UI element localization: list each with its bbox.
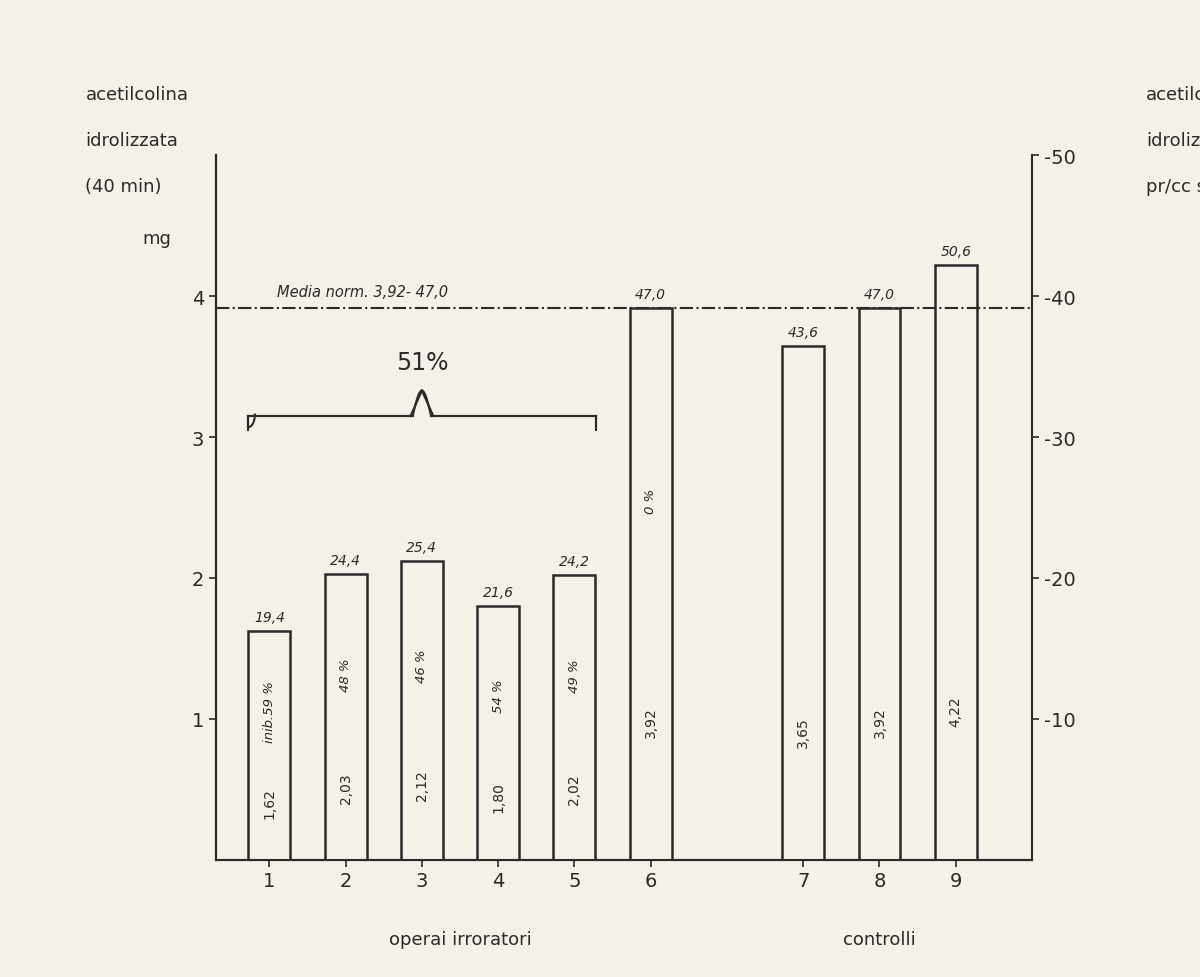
Text: 0 %: 0 % bbox=[644, 488, 658, 514]
Text: 47,0: 47,0 bbox=[635, 287, 666, 301]
Text: mg: mg bbox=[143, 231, 172, 248]
Text: 24,4: 24,4 bbox=[330, 553, 361, 567]
Text: 1,62: 1,62 bbox=[263, 787, 276, 818]
Text: 47,0: 47,0 bbox=[864, 287, 895, 301]
Text: 21,6: 21,6 bbox=[482, 585, 514, 600]
Text: acetilcolina: acetilcolina bbox=[1146, 86, 1200, 104]
Text: 2,12: 2,12 bbox=[415, 770, 428, 800]
Text: Media norm. 3,92- 47,0: Media norm. 3,92- 47,0 bbox=[277, 285, 448, 300]
Text: 24,2: 24,2 bbox=[559, 555, 590, 569]
Text: idrolizzata: idrolizzata bbox=[85, 132, 179, 149]
Bar bbox=[478, 607, 520, 860]
Text: 3,65: 3,65 bbox=[797, 716, 810, 746]
Text: 19,4: 19,4 bbox=[254, 611, 284, 625]
Bar bbox=[630, 309, 672, 860]
Bar bbox=[858, 309, 900, 860]
Bar bbox=[325, 574, 367, 860]
Text: 3,92: 3,92 bbox=[643, 706, 658, 738]
Text: pr/cc siero: pr/cc siero bbox=[1146, 178, 1200, 195]
Text: operai irroratori: operai irroratori bbox=[389, 930, 532, 948]
Text: 43,6: 43,6 bbox=[787, 325, 818, 339]
Text: inib.59 %: inib.59 % bbox=[263, 681, 276, 743]
Text: (40 min): (40 min) bbox=[85, 178, 162, 195]
Bar bbox=[553, 575, 595, 860]
Text: 49 %: 49 % bbox=[568, 658, 581, 692]
Text: 1,80: 1,80 bbox=[491, 781, 505, 812]
Text: 4,22: 4,22 bbox=[949, 696, 962, 727]
Text: 46 %: 46 % bbox=[415, 649, 428, 683]
Text: 51%: 51% bbox=[396, 351, 448, 374]
Text: 2,03: 2,03 bbox=[338, 773, 353, 804]
Text: 2,02: 2,02 bbox=[568, 774, 582, 804]
Text: 48 %: 48 % bbox=[340, 658, 352, 691]
Text: 25,4: 25,4 bbox=[407, 540, 438, 555]
Text: 3,92: 3,92 bbox=[872, 706, 887, 738]
Text: idrolizzata: idrolizzata bbox=[1146, 132, 1200, 149]
Text: 54 %: 54 % bbox=[492, 678, 505, 712]
Text: 50,6: 50,6 bbox=[941, 245, 971, 259]
Bar bbox=[782, 346, 824, 860]
Bar bbox=[935, 266, 977, 860]
Bar bbox=[248, 632, 290, 860]
Text: controlli: controlli bbox=[844, 930, 916, 948]
Bar bbox=[401, 562, 443, 860]
Text: acetilcolina: acetilcolina bbox=[85, 86, 188, 104]
